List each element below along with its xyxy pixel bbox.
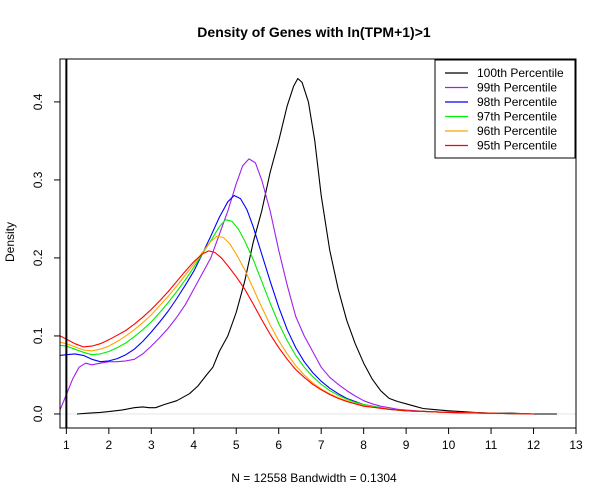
series-line-1 bbox=[76, 77, 557, 415]
series-line-3 bbox=[59, 194, 534, 415]
series-line-4 bbox=[59, 219, 534, 415]
x-tick-label: 1 bbox=[63, 438, 70, 452]
legend-label-4: 97th Percentile bbox=[477, 110, 557, 124]
series-line-6 bbox=[59, 250, 534, 415]
x-tick-label: 8 bbox=[360, 438, 367, 452]
x-tick-label: 9 bbox=[403, 438, 410, 452]
x-tick-label: 3 bbox=[148, 438, 155, 452]
y-tick-label: 0.0 bbox=[31, 405, 45, 422]
x-tick-label: 10 bbox=[442, 438, 456, 452]
chart-title: Density of Genes with ln(TPM+1)>1 bbox=[197, 24, 431, 40]
y-tick-label: 0.1 bbox=[31, 327, 45, 344]
legend-box bbox=[434, 59, 576, 159]
y-tick-label: 0.3 bbox=[31, 171, 45, 188]
legend-label-1: 100th Percentile bbox=[477, 66, 564, 80]
x-tick-label: 11 bbox=[485, 438, 498, 452]
y-axis-label: Density bbox=[3, 222, 17, 262]
x-tick-label: 7 bbox=[318, 438, 325, 452]
x-tick-label: 4 bbox=[190, 438, 197, 452]
x-tick-label: 5 bbox=[233, 438, 240, 452]
x-tick-label: 6 bbox=[275, 438, 282, 452]
legend-label-3: 98th Percentile bbox=[477, 95, 557, 109]
x-axis-label: N = 12558 Bandwidth = 0.1304 bbox=[231, 471, 397, 485]
axes: 1 2 3 4 5 6 7 8 9 10 11 12 130.00.10.20.30.4 bbox=[31, 58, 583, 452]
legend-label-2: 99th Percentile bbox=[477, 81, 557, 95]
legend-label-5: 96th Percentile bbox=[477, 124, 557, 138]
plot-area bbox=[59, 59, 576, 428]
y-tick-label: 0.4 bbox=[31, 93, 45, 110]
x-tick-label: 13 bbox=[569, 438, 583, 452]
series-line-5 bbox=[59, 235, 534, 415]
legend-label-6: 95th Percentile bbox=[477, 139, 557, 153]
x-tick-label: 12 bbox=[527, 438, 541, 452]
plot-frame bbox=[59, 58, 577, 429]
y-tick-label: 0.2 bbox=[31, 249, 45, 266]
x-tick-label: 2 bbox=[105, 438, 112, 452]
series-line-2 bbox=[59, 158, 534, 415]
